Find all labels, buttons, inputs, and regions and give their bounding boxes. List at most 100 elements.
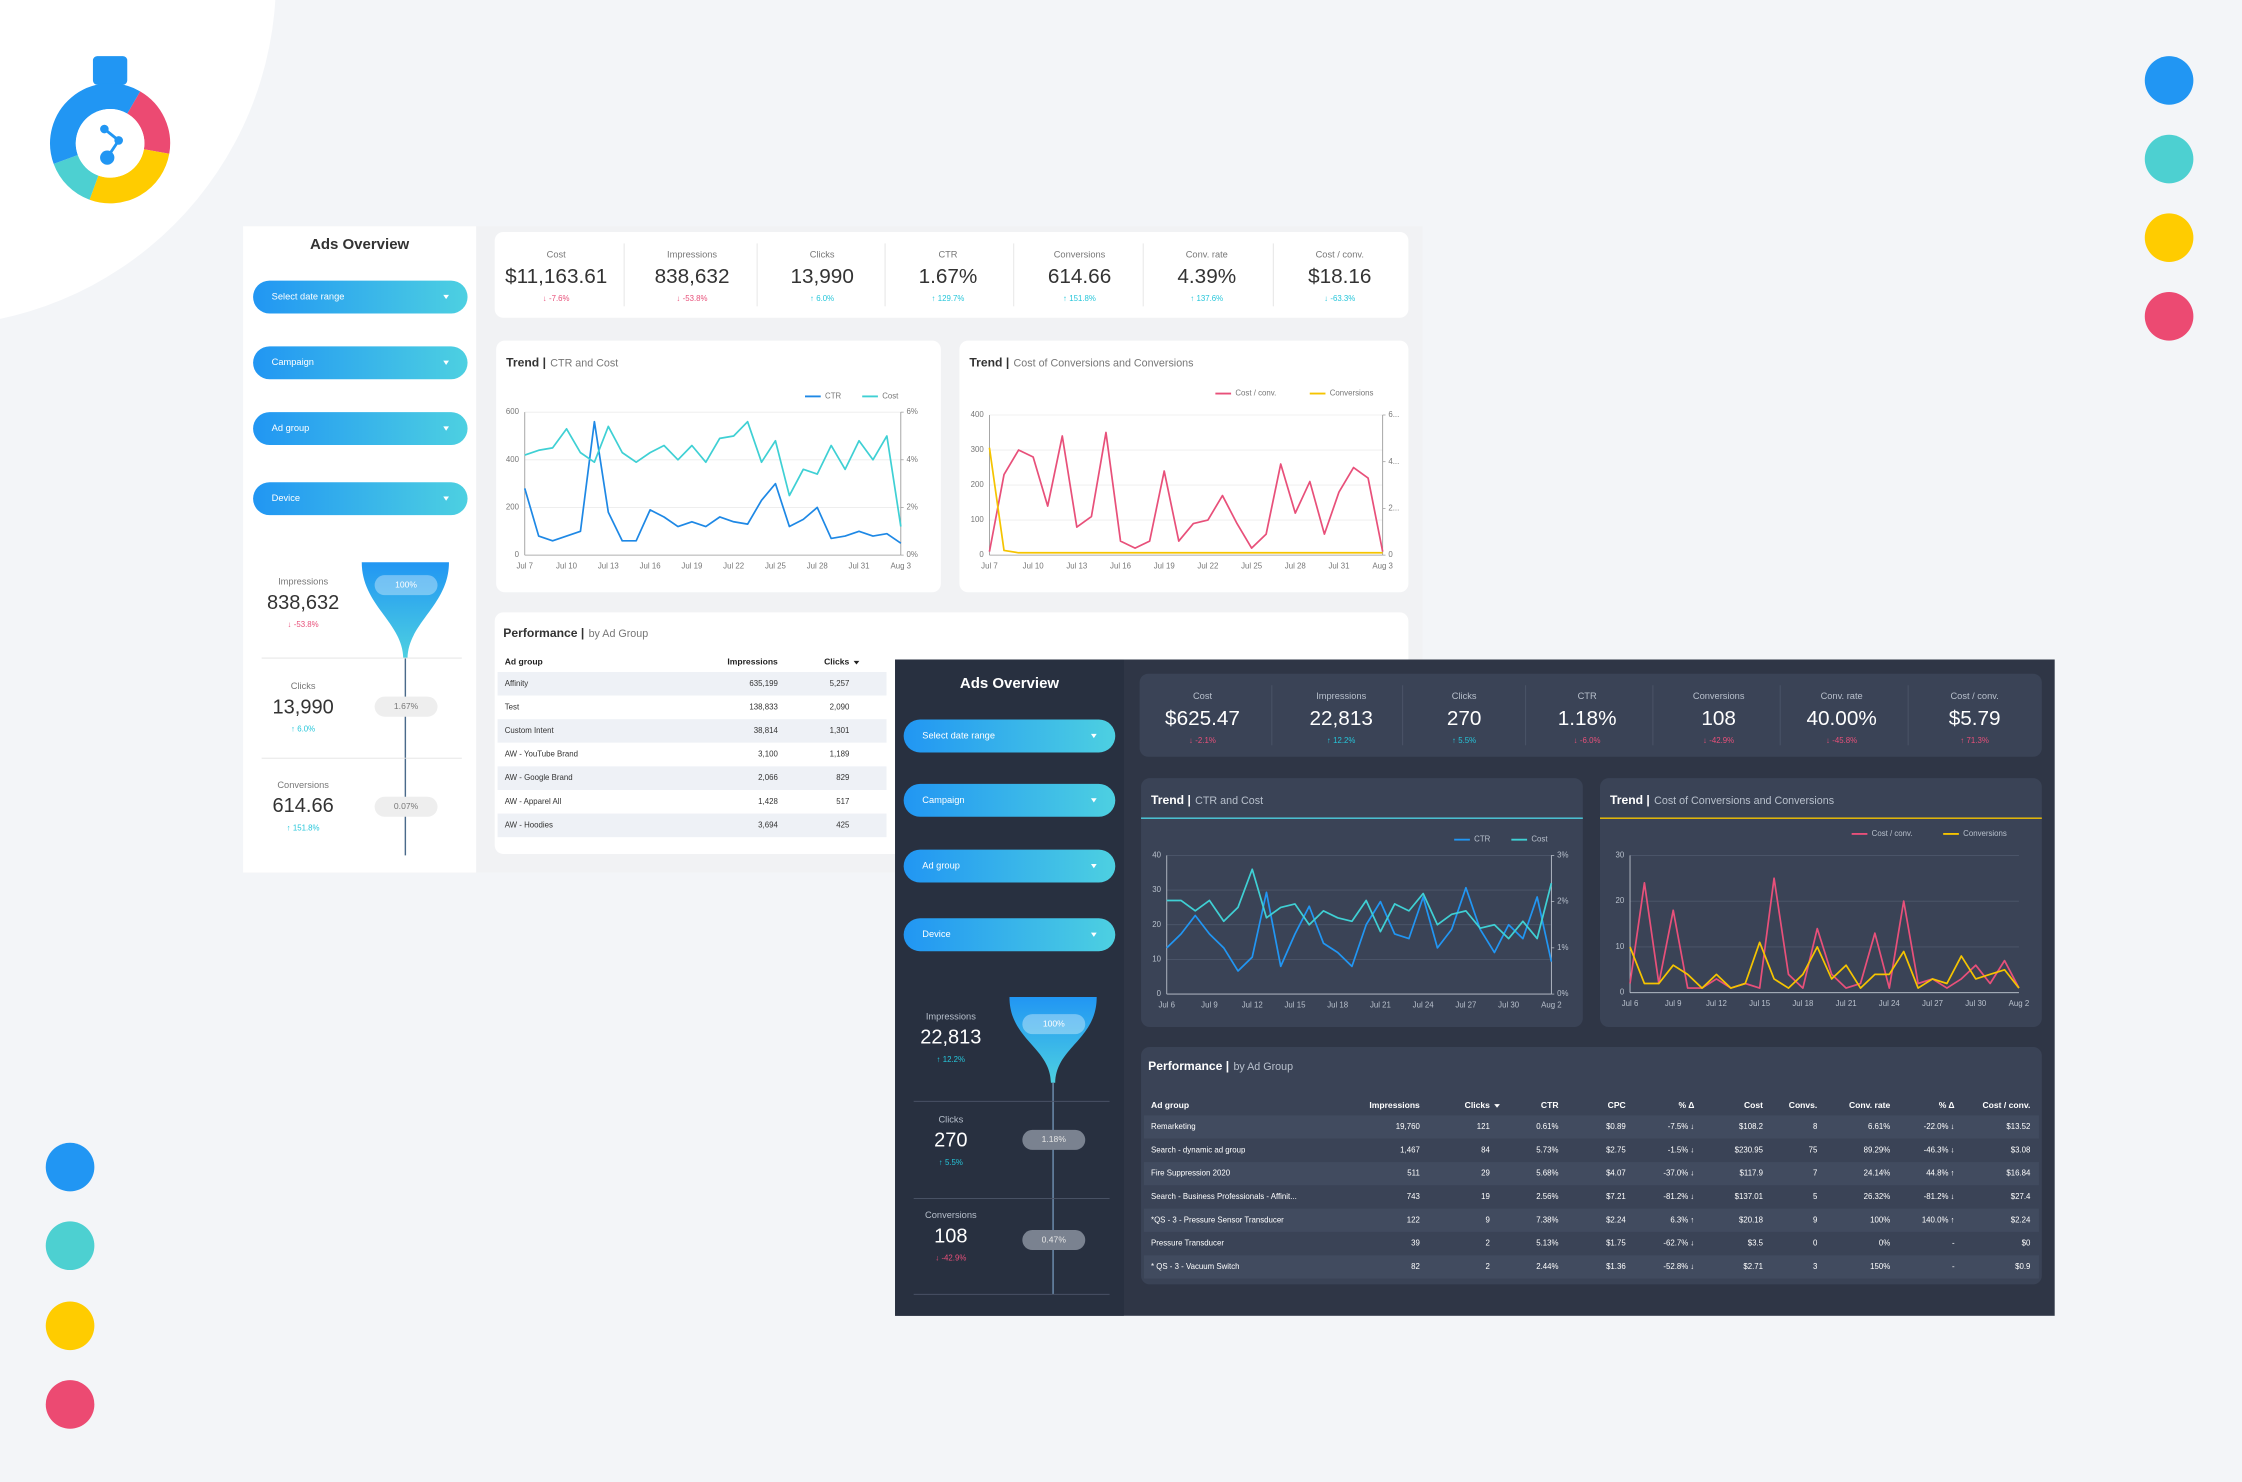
kpi-label: Cost / conv. [1950,691,1998,701]
x-tick-label: Jul 12 [1242,1001,1263,1010]
table-cell: 743 [1407,1192,1421,1201]
filter-button[interactable] [253,346,468,380]
funnel-label: Conversions [277,780,329,790]
rate-label: 100% [1043,1018,1065,1028]
filter-button[interactable] [903,849,1116,883]
chart-subtitle: CTR and Cost [550,357,618,369]
table-cell: 0% [1879,1239,1890,1248]
column-header: Ad group [1151,1100,1189,1110]
funnel-value: 838,632 [267,592,339,614]
x-tick-label: Jul 15 [1749,999,1771,1008]
table-cell: $3.5 [1748,1239,1764,1248]
filter-button[interactable] [253,482,468,516]
column-header: CPC [1608,1100,1626,1110]
kpi-delta: ↓ -45.8% [1826,736,1857,745]
x-tick-label: Jul 18 [1792,999,1814,1008]
filter-button[interactable] [253,412,468,446]
sort-icon [853,660,860,665]
kpi-card [494,231,1409,318]
kpi-delta: ↑ 71.3% [1960,736,1988,745]
x-tick-label: Jul 31 [849,562,870,571]
table-cell: - [1952,1262,1955,1271]
x-tick-label: Aug 2 [1541,1001,1562,1010]
x-tick-label: Jul 6 [1158,1001,1175,1010]
table-cell: 19,760 [1396,1122,1421,1131]
table-row [1143,1231,2039,1256]
y-tick-label: 400 [971,410,985,419]
rate-pill [374,696,438,717]
x-tick-label: Jul 15 [1284,1001,1306,1010]
series-line [523,420,902,544]
table-cell: 5.73% [1536,1145,1558,1154]
funnel-label: Clicks [938,1114,963,1124]
funnel-value: 13,990 [273,696,334,718]
table-cell: AW - Google Brand [505,773,573,782]
series-line [524,420,902,527]
table-cell: 2,066 [758,773,778,782]
legend-label: Conversions [1963,829,2007,838]
table-row [497,789,887,814]
y-tick-label: 10 [1152,954,1161,963]
dashboard-title: Ads Overview [960,675,1060,692]
kpi-value: $11,163.61 [505,265,607,288]
table-cell: 829 [836,773,849,782]
chart-title: Trend | CTR and Cost [506,356,618,370]
logo-node [100,150,115,165]
legend-label: Cost / conv. [1872,829,1913,838]
filter-label: Device [272,493,300,503]
dot [45,1380,95,1429]
x-tick-label: Aug 3 [891,562,912,571]
chart-card [1599,778,2042,1027]
table-cell: -22.0% ↓ [1924,1122,1955,1131]
sidebar [243,226,477,873]
table-cell: $7.21 [1606,1192,1626,1201]
table-cell: -37.0% ↓ [1663,1169,1694,1178]
table-row [497,813,887,838]
table-cell: -1.5% ↓ [1668,1145,1695,1154]
sort-icon [1494,1104,1500,1108]
table-cell: 150% [1870,1262,1890,1271]
table-row [1143,1138,2039,1163]
table-cell: 140.0% ↑ [1922,1215,1955,1224]
x-tick-label: Aug 3 [1372,562,1393,571]
x-tick-label: Jul 19 [681,562,702,571]
filter-label: Campaign [272,357,314,367]
kpi-delta: ↑ 6.0% [810,294,834,303]
table-row [497,742,887,767]
filter-button[interactable] [253,280,468,314]
table-row [1143,1115,2039,1139]
filter-button[interactable] [903,783,1116,817]
x-tick-label: Jul 25 [1241,562,1263,571]
rate-pill [1022,1230,1086,1251]
funnel-shape [361,562,449,659]
dot [45,1301,95,1351]
y2-tick-label: 2% [907,503,918,512]
table-cell: 635,199 [749,679,777,688]
table-cell: $0 [2022,1239,2031,1248]
chart-card [496,340,941,593]
table-subtitle: by Ad Group [589,628,649,640]
table-cell: 138,833 [749,702,778,711]
table-cell: 44.8% ↑ [1926,1169,1954,1178]
filter-label: Select date range [272,291,345,301]
table-cell: $108.2 [1739,1122,1763,1131]
filter-button[interactable] [903,719,1116,753]
x-tick-label: Jul 21 [1836,999,1857,1008]
table-cell: 84 [1481,1145,1490,1154]
x-tick-label: Jul 22 [1197,562,1218,571]
kpi-delta: ↓ -53.8% [677,294,708,303]
table-cell: 122 [1407,1215,1420,1224]
table-cell: Search - Business Professionals - Affini… [1151,1192,1297,1201]
y-tick-label: 600 [506,407,520,416]
x-tick-label: Jul 25 [765,562,787,571]
table-cell: $16.84 [2006,1169,2031,1178]
logo-node [114,136,123,145]
chart-card [1141,778,1583,1027]
table-cell: $137.01 [1735,1192,1763,1201]
filter-button[interactable] [903,918,1116,952]
dot [2144,213,2194,263]
y2-tick-label: 6% [907,407,918,416]
x-tick-label: Jul 28 [807,562,829,571]
table-cell: Custom Intent [505,726,555,735]
table-cell: 1,428 [758,797,778,806]
